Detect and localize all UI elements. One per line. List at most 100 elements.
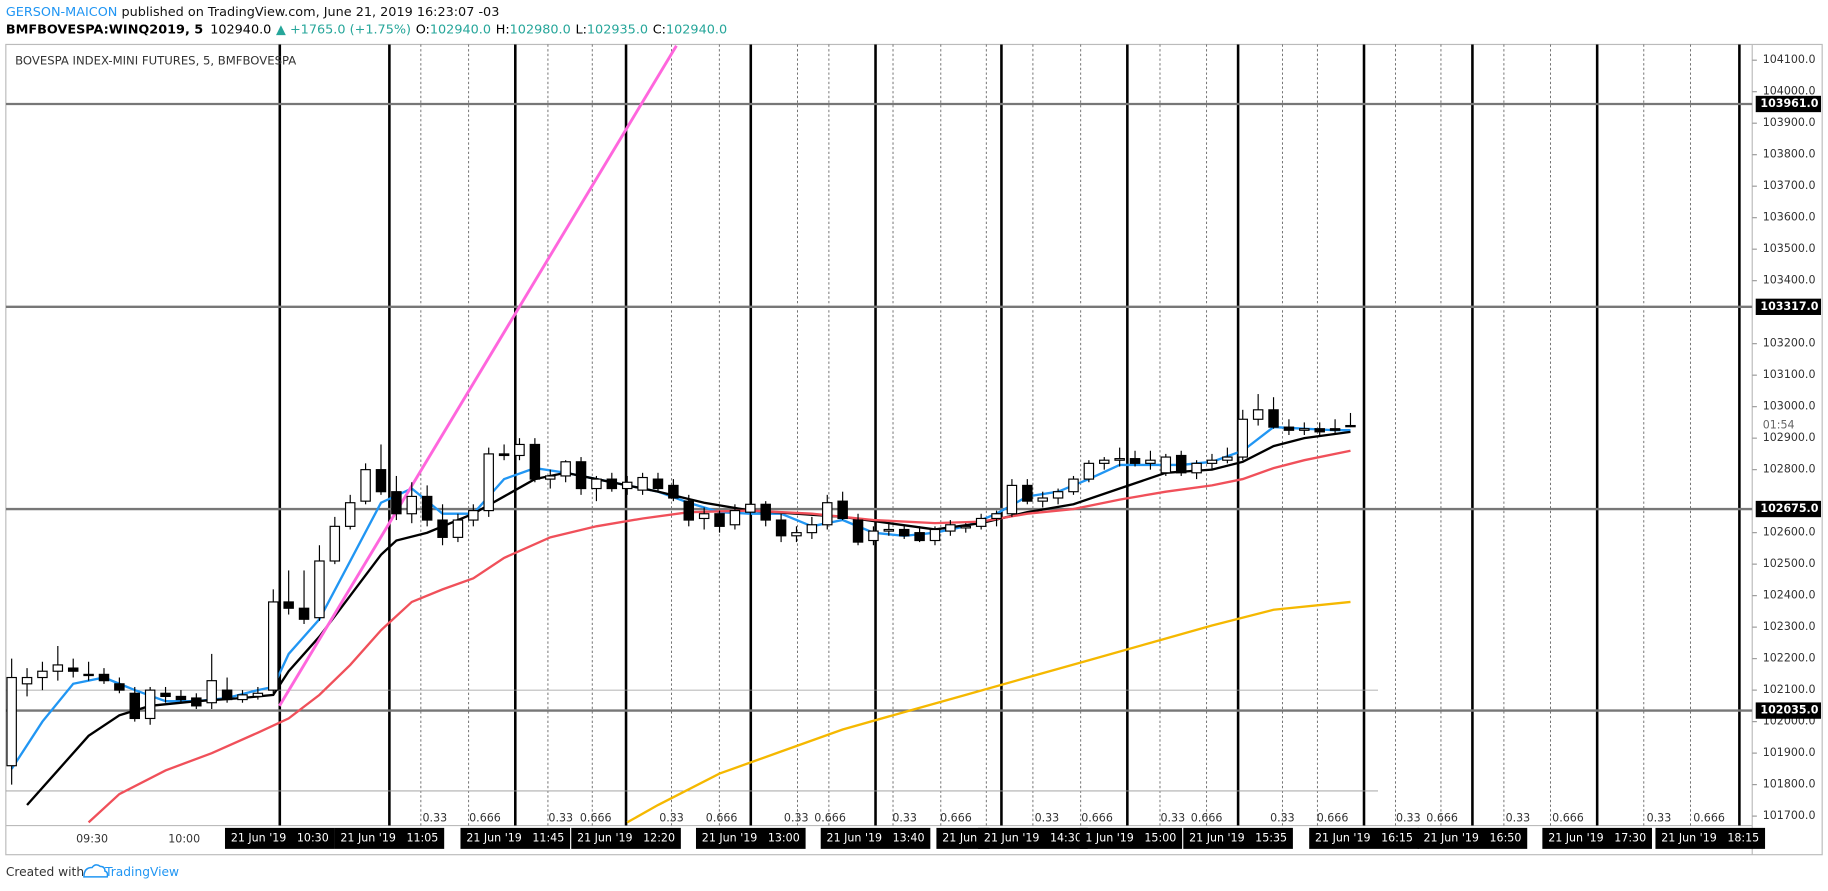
candle-body bbox=[498, 453, 510, 457]
level-label: 102675.0 bbox=[1760, 502, 1818, 515]
date-time-box bbox=[334, 827, 445, 849]
candle-body bbox=[1145, 459, 1156, 464]
date-time-label: 21 Jun '19 18:15 bbox=[1661, 831, 1759, 844]
moving-average bbox=[87, 449, 1351, 824]
fib-label: 0.33 bbox=[1647, 812, 1672, 825]
candle-body bbox=[852, 519, 864, 543]
y-tick-label: 101900.0 bbox=[1763, 746, 1816, 759]
y-tick-label: 103700.0 bbox=[1763, 179, 1816, 192]
x-tick-label: 09:30 bbox=[76, 833, 108, 846]
candle-body bbox=[452, 519, 464, 538]
candle-body bbox=[945, 524, 956, 532]
candle-body bbox=[21, 676, 33, 685]
candle-body bbox=[206, 680, 217, 704]
candle-body bbox=[975, 517, 987, 527]
y-tick-label: 101800.0 bbox=[1763, 778, 1816, 791]
candle-body bbox=[822, 502, 833, 526]
footer-brand[interactable]: TradingView bbox=[104, 865, 179, 879]
candle-body bbox=[1083, 462, 1095, 480]
date-time-box bbox=[820, 827, 931, 849]
level-label-box bbox=[1755, 298, 1822, 315]
candle-body bbox=[606, 478, 618, 490]
y-tick-label: 101700.0 bbox=[1763, 809, 1816, 822]
candle-body bbox=[806, 524, 818, 534]
level-label: 103961.0 bbox=[1760, 97, 1818, 110]
y-tick-label: 103900.0 bbox=[1763, 116, 1816, 129]
y-tick-label: 103800.0 bbox=[1763, 148, 1816, 161]
date-time-box bbox=[571, 827, 681, 849]
candle-body bbox=[37, 670, 48, 679]
date-time-label: 21 Jun '19 14:30 bbox=[984, 831, 1082, 844]
o-label: O: bbox=[416, 22, 430, 37]
candle-body bbox=[529, 443, 541, 480]
l-label: L: bbox=[575, 22, 586, 37]
date-time-label: 21 Jun '19 15:35 bbox=[1189, 831, 1287, 844]
h-label: H: bbox=[496, 22, 510, 37]
candle-body bbox=[375, 469, 387, 493]
level-label: 102035.0 bbox=[1760, 704, 1818, 717]
y-tick-label: 102500.0 bbox=[1763, 557, 1816, 570]
candle-body bbox=[1345, 424, 1356, 428]
candle-body bbox=[283, 601, 294, 609]
candle-body bbox=[991, 513, 1002, 520]
x-tick-label: 10:00 bbox=[168, 833, 200, 846]
date-time-label: 21 Jun '19 16:50 bbox=[1423, 831, 1521, 844]
candle-body bbox=[67, 667, 79, 672]
date-time-label: 21 Jun '19 17:30 bbox=[1548, 831, 1646, 844]
axes: 101700.0101800.0101900.0102000.0102100.0… bbox=[76, 53, 1822, 849]
y-tick-label: 103400.0 bbox=[1763, 274, 1816, 287]
candle-body bbox=[760, 503, 771, 521]
fib-label: 0.666 bbox=[1552, 812, 1584, 825]
author[interactable]: GERSON-MAICON bbox=[6, 4, 118, 19]
candle-body bbox=[483, 453, 494, 512]
legend: BMFBOVESPA:WINQ2019, 5 102940.0 ▲ +1765.0 … bbox=[6, 22, 727, 37]
candle-body bbox=[114, 683, 125, 691]
candle-body bbox=[898, 528, 910, 537]
candle-body bbox=[421, 495, 433, 521]
candle-body bbox=[391, 491, 402, 515]
chart-title: BOVESPA INDEX-MINI FUTURES, 5, BMFBOVESP… bbox=[15, 53, 296, 67]
c-value: 102940.0 bbox=[666, 22, 727, 37]
y-tick-label: 102300.0 bbox=[1763, 620, 1816, 633]
candle-body bbox=[868, 530, 879, 542]
candle-body bbox=[560, 461, 571, 477]
candle-body bbox=[575, 461, 587, 490]
published: published on TradingView.com, June 21, 2… bbox=[117, 4, 499, 19]
fib-label: 0.666 bbox=[1191, 812, 1223, 825]
fib-label: 0.666 bbox=[1081, 812, 1113, 825]
candle-body bbox=[468, 510, 479, 521]
fib-label: 0.666 bbox=[1426, 812, 1458, 825]
y-tick-label: 102900.0 bbox=[1763, 431, 1816, 444]
o-value: 102940.0 bbox=[430, 22, 491, 37]
date-time-box bbox=[1655, 827, 1766, 849]
candle-body bbox=[360, 469, 371, 502]
candle-body bbox=[1175, 454, 1187, 474]
y-tick-label: 104000.0 bbox=[1763, 85, 1816, 98]
fib-label: 0.666 bbox=[814, 812, 846, 825]
candle-body bbox=[883, 528, 895, 532]
candle-body bbox=[344, 502, 356, 527]
fib-label: 0.666 bbox=[580, 812, 612, 825]
date-time-box bbox=[460, 827, 571, 849]
footer-text: Created with bbox=[6, 865, 84, 879]
fib-label: 0.33 bbox=[1035, 812, 1060, 825]
candle-body bbox=[1129, 458, 1141, 464]
l-value: 102935.0 bbox=[587, 22, 648, 37]
last-price: 102940.0 bbox=[210, 22, 271, 37]
date-time-box bbox=[1183, 827, 1293, 849]
candle-body bbox=[144, 689, 156, 720]
y-tick-label: 102200.0 bbox=[1763, 652, 1816, 665]
y-tick-label: 103600.0 bbox=[1763, 211, 1816, 224]
candle-body bbox=[621, 481, 633, 490]
y-tick-label: 102600.0 bbox=[1763, 526, 1816, 539]
level-label-box bbox=[1755, 702, 1822, 719]
candle-body bbox=[1114, 458, 1125, 461]
fib-label: 0.33 bbox=[1396, 812, 1421, 825]
fib-label: 0.33 bbox=[1160, 812, 1185, 825]
date-time-box bbox=[1417, 827, 1528, 849]
date-time-label: 21 Jun '19 13:00 bbox=[702, 831, 800, 844]
date-time-box bbox=[1079, 827, 1183, 849]
date-time-label: 21 Jun '19 10:30 bbox=[231, 831, 329, 844]
candle-body bbox=[668, 484, 679, 499]
candle-body bbox=[406, 495, 418, 515]
